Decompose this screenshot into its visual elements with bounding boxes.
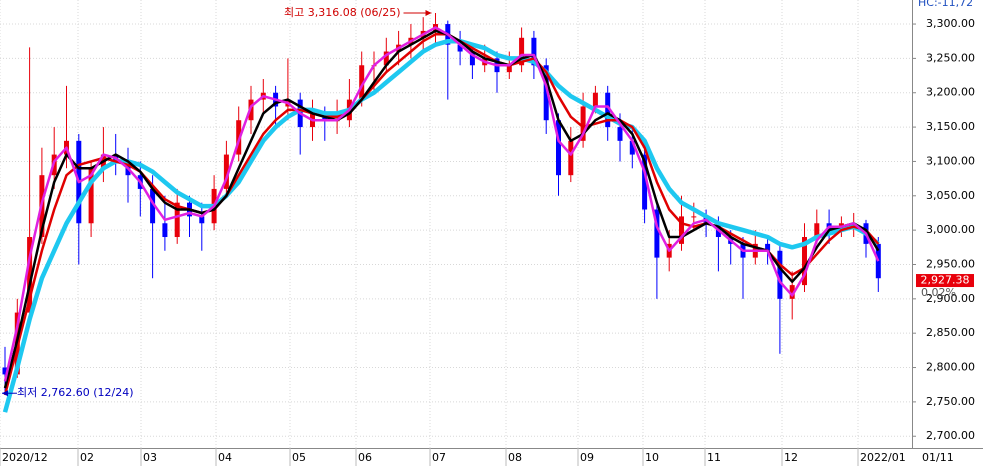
candle-body <box>802 237 807 286</box>
candle-body <box>605 92 611 128</box>
y-tick-label: 2,750.00 <box>926 395 975 408</box>
x-tick-label: 07 <box>432 451 446 464</box>
candle-body <box>777 250 783 299</box>
candle-body <box>469 51 475 66</box>
candle-body <box>150 188 156 224</box>
x-tick-label: 06 <box>358 451 372 464</box>
candle-body <box>580 106 586 141</box>
x-tick-label: 05 <box>292 451 306 464</box>
x-tick-label: 2020/12 <box>2 451 48 464</box>
x-tick-label: 2022/01 <box>860 451 906 464</box>
candle-body <box>88 168 94 224</box>
y-tick-label: 2,700.00 <box>926 429 975 442</box>
y-tick-label: 3,100.00 <box>926 154 975 167</box>
candle-body <box>629 140 635 155</box>
current-price-label: 2,927.38 <box>921 274 970 287</box>
axis-date-label: 01/11 <box>922 451 954 464</box>
y-tick-label: 2,950.00 <box>926 257 975 270</box>
candle-body <box>592 92 598 107</box>
y-tick-label: 3,300.00 <box>926 17 975 30</box>
x-tick-label: 04 <box>218 451 232 464</box>
candle-body <box>654 209 660 258</box>
y-tick-label: 3,200.00 <box>926 86 975 99</box>
candle-body <box>617 127 623 141</box>
candle-body <box>174 202 180 238</box>
moving-average-line <box>2 38 880 413</box>
high-arrow-head <box>425 9 432 16</box>
candle-body <box>506 65 512 73</box>
y-tick-label: 2,800.00 <box>926 361 975 374</box>
candle-body <box>223 154 229 189</box>
candle-body <box>199 216 205 224</box>
candle-body <box>383 51 389 66</box>
high-annotation: 최고 3,316.08 (06/25) <box>284 6 401 19</box>
x-tick-label: 08 <box>508 451 522 464</box>
y-tick-label: 2,900.00 <box>926 292 975 305</box>
moving-average-line <box>3 29 880 389</box>
low-annotation: 최저 2,762.60 (12/24) <box>17 386 134 399</box>
candle-body <box>2 367 8 375</box>
candle-body <box>27 237 33 313</box>
corner-label: HC:-11,72 <box>918 0 973 9</box>
candle-body <box>679 216 684 244</box>
candle-body <box>568 140 574 176</box>
candle-body <box>531 37 537 66</box>
candle-body <box>642 154 648 210</box>
moving-average-line <box>3 33 880 396</box>
x-tick-label: 10 <box>645 451 659 464</box>
current-price-box <box>916 274 974 288</box>
x-tick-label: 03 <box>143 451 157 464</box>
candle-body <box>556 120 561 176</box>
y-tick-label: 3,000.00 <box>926 223 975 236</box>
x-tick-label: 09 <box>580 451 594 464</box>
candle-body <box>691 216 697 218</box>
candle-body <box>162 223 168 238</box>
candle-body <box>789 285 795 299</box>
y-tick-label: 3,150.00 <box>926 120 975 133</box>
candle-body <box>814 223 820 238</box>
y-tick-label: 2,850.00 <box>926 326 975 339</box>
y-tick-label: 3,050.00 <box>926 189 975 202</box>
y-tick-label: 3,250.00 <box>926 51 975 64</box>
candle-body <box>359 65 365 100</box>
candle-body <box>543 65 549 121</box>
candle-body <box>457 44 463 52</box>
candle-body <box>519 37 525 66</box>
x-tick-label: 11 <box>707 451 721 464</box>
candle-body <box>765 243 771 251</box>
x-tick-label: 02 <box>80 451 94 464</box>
moving-average-line <box>3 26 880 382</box>
change-label: 0.02% <box>921 286 956 299</box>
x-tick-label: 12 <box>784 451 798 464</box>
